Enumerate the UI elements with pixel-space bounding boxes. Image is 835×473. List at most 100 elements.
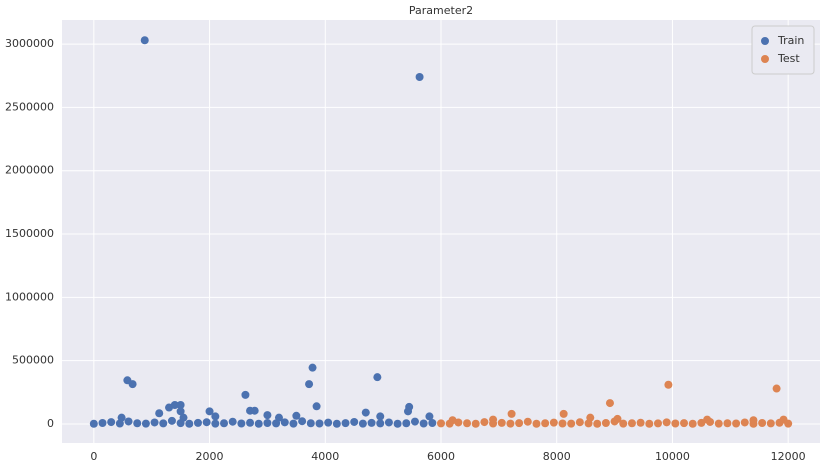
point xyxy=(410,417,419,426)
legend-marker xyxy=(761,37,769,45)
legend: Train Test xyxy=(751,25,815,75)
point xyxy=(315,419,324,428)
point xyxy=(341,419,350,428)
point xyxy=(254,419,263,428)
point xyxy=(246,418,255,427)
point xyxy=(205,407,214,416)
x-tick-label: 2000 xyxy=(196,450,224,463)
point xyxy=(324,418,333,427)
y-tick-label: 3000000 xyxy=(5,37,54,50)
legend-marker xyxy=(761,55,769,63)
point xyxy=(98,418,107,427)
point xyxy=(471,419,480,428)
point xyxy=(714,419,723,428)
x-tick-label: 8000 xyxy=(543,450,571,463)
legend-label: Train xyxy=(777,34,804,47)
point xyxy=(193,418,202,427)
point xyxy=(662,418,671,427)
point xyxy=(627,419,636,428)
point xyxy=(384,418,393,427)
point xyxy=(593,419,602,428)
point xyxy=(155,409,164,418)
point xyxy=(312,402,321,411)
legend-label: Test xyxy=(777,52,800,65)
point xyxy=(428,418,437,427)
point xyxy=(645,419,654,428)
point xyxy=(298,417,307,426)
point xyxy=(280,418,289,427)
y-tick-label: 500000 xyxy=(12,354,54,367)
point xyxy=(107,418,116,427)
point xyxy=(228,417,237,426)
points xyxy=(89,36,793,428)
point xyxy=(402,419,411,428)
point xyxy=(437,419,445,428)
point xyxy=(541,419,550,428)
point xyxy=(332,419,341,428)
point xyxy=(306,419,315,428)
point xyxy=(237,419,246,428)
point xyxy=(376,419,385,428)
point xyxy=(89,419,98,428)
point xyxy=(165,403,174,412)
point xyxy=(350,417,359,426)
point xyxy=(732,419,741,428)
point xyxy=(703,415,712,424)
point xyxy=(671,419,680,428)
point xyxy=(419,419,428,428)
point xyxy=(404,407,413,416)
point xyxy=(586,413,595,422)
point xyxy=(179,413,188,422)
point xyxy=(489,415,498,424)
point xyxy=(532,419,541,428)
point xyxy=(653,419,662,428)
point xyxy=(128,380,137,389)
point xyxy=(758,418,767,427)
point xyxy=(507,409,516,418)
point xyxy=(636,418,645,427)
point xyxy=(292,411,301,420)
point xyxy=(263,418,272,427)
point xyxy=(289,419,298,428)
point xyxy=(559,409,568,418)
point xyxy=(497,418,506,427)
y-tick-label: 1000000 xyxy=(5,290,54,303)
point xyxy=(159,419,168,428)
point xyxy=(133,419,142,428)
point xyxy=(749,416,758,425)
point xyxy=(515,419,524,428)
point xyxy=(263,411,272,420)
point xyxy=(250,406,259,415)
x-tick-label: 10000 xyxy=(655,450,690,463)
point xyxy=(558,419,567,428)
point xyxy=(664,380,673,389)
point xyxy=(176,401,185,410)
point xyxy=(361,408,370,417)
point xyxy=(367,418,376,427)
point xyxy=(506,419,515,428)
point xyxy=(211,419,220,428)
y-tick-label: 2500000 xyxy=(5,100,54,113)
x-tick-label: 0 xyxy=(90,450,97,463)
point xyxy=(141,419,150,428)
point xyxy=(305,380,314,389)
y-tick-label: 0 xyxy=(47,417,54,430)
point xyxy=(480,418,489,427)
point xyxy=(393,419,402,428)
y-tick-label: 1500000 xyxy=(5,227,54,240)
point xyxy=(688,419,697,428)
point xyxy=(567,419,576,428)
point xyxy=(185,419,194,428)
y-tick-label: 2000000 xyxy=(5,164,54,177)
point xyxy=(448,416,457,425)
point xyxy=(619,419,628,428)
point xyxy=(373,373,382,382)
point xyxy=(697,418,706,427)
point xyxy=(150,418,159,427)
point xyxy=(167,416,176,425)
point xyxy=(140,36,149,45)
point xyxy=(220,419,229,428)
point xyxy=(680,419,689,428)
point xyxy=(358,419,367,428)
